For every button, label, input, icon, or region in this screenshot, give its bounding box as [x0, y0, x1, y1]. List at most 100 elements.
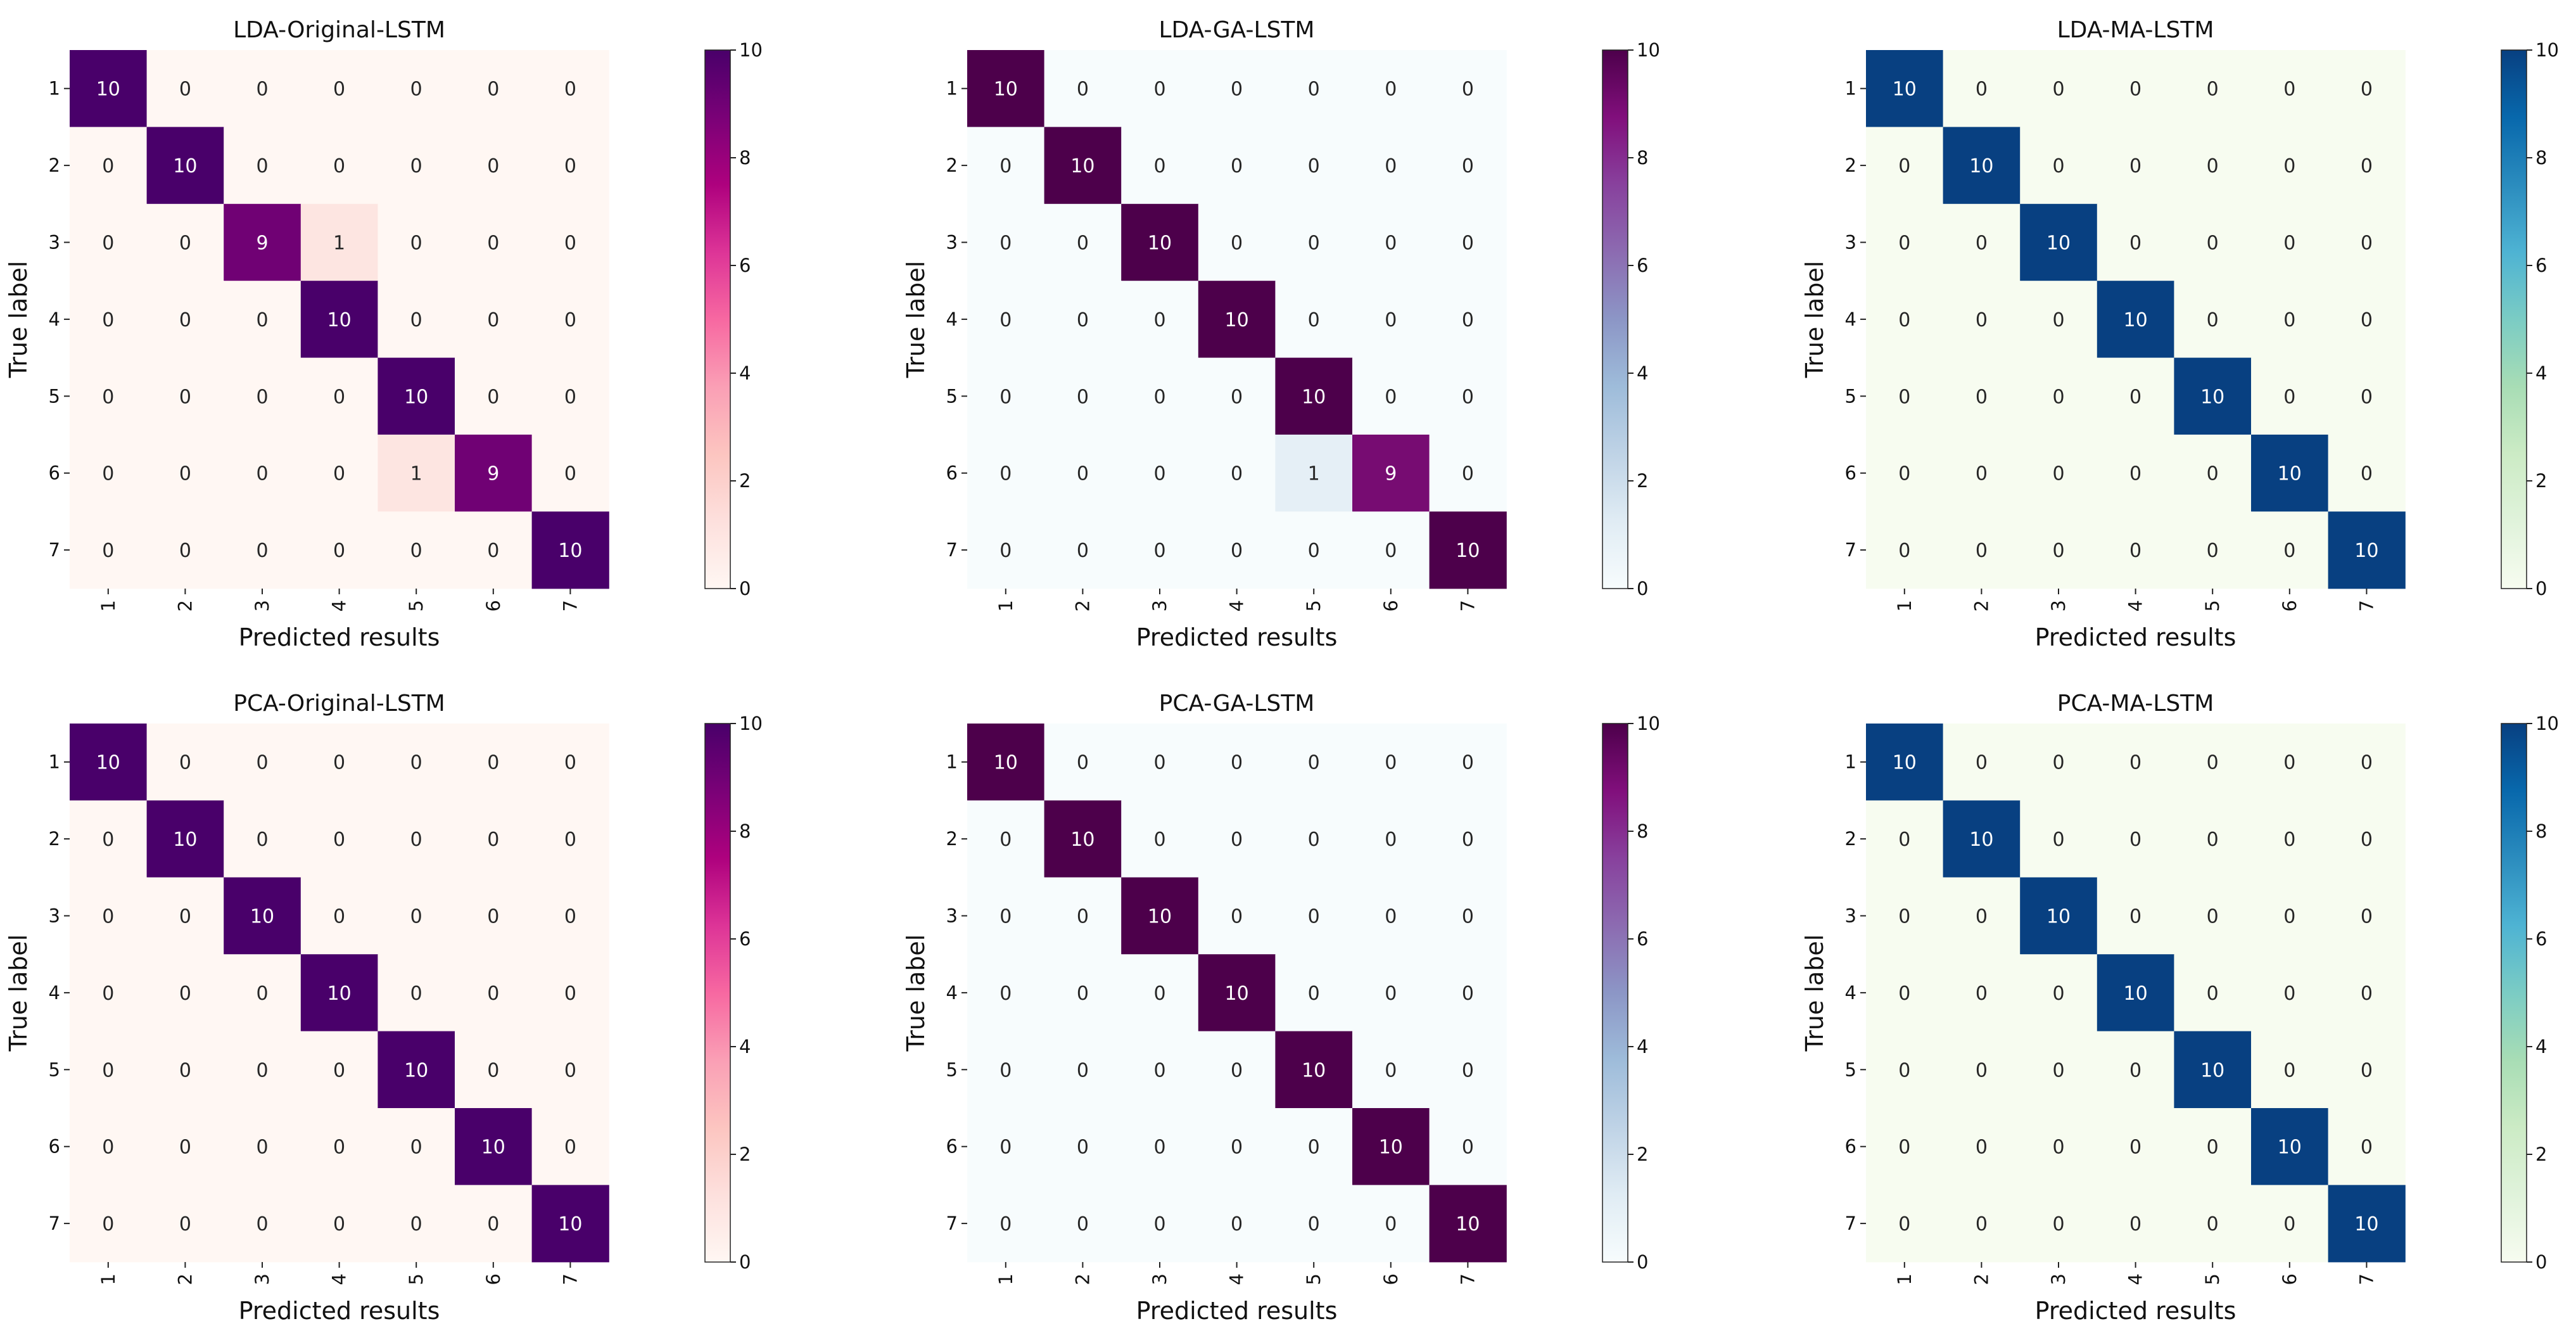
cell-value: 0	[179, 983, 191, 1005]
heatmap-cell	[455, 203, 533, 281]
x-tick-label: 7	[1457, 1273, 1478, 1285]
heatmap-cell	[455, 1185, 533, 1263]
cell-value: 0	[102, 540, 114, 562]
heatmap-cell	[378, 1185, 455, 1263]
cell-value: 10	[1148, 906, 1172, 928]
cell-value: 0	[1898, 309, 1910, 331]
heatmap-cell	[531, 50, 609, 127]
heatmap-cell	[1198, 724, 1276, 801]
cell-value: 10	[1893, 79, 1917, 101]
heatmap-cell	[1429, 511, 1507, 589]
cell-value: 0	[1385, 906, 1397, 928]
y-tick-label: 3	[946, 905, 958, 927]
panel-title: LDA-Original-LSTM	[233, 17, 445, 43]
cell-value: 0	[102, 463, 114, 485]
cell-value: 0	[1153, 463, 1165, 485]
colorbar-tick-label: 6	[739, 255, 751, 276]
heatmap-cell	[2020, 954, 2098, 1032]
heatmap-cell	[1352, 1031, 1430, 1109]
heatmap-cell	[1429, 954, 1507, 1032]
cell-value: 0	[1462, 386, 1474, 408]
cell-value: 0	[333, 386, 345, 408]
heatmap-cell	[2020, 281, 2098, 359]
heatmap-cell	[1943, 127, 2021, 205]
heatmap-cell	[1866, 1031, 1944, 1109]
cell-value: 0	[2361, 386, 2373, 408]
cell-value: 0	[256, 79, 268, 101]
heatmap-cell	[1121, 954, 1199, 1032]
panel-title: LDA-MA-LSTM	[2057, 17, 2214, 43]
cell-value: 0	[410, 309, 422, 331]
heatmap-cell	[378, 1108, 455, 1185]
colorbar-tick-label: 10	[739, 39, 763, 61]
heatmap-cell	[2020, 50, 2098, 127]
x-tick-label: 6	[2279, 600, 2300, 611]
cell-value: 0	[1231, 1137, 1243, 1159]
heatmap-cell	[1044, 1185, 1122, 1263]
cell-value: 10	[1225, 983, 1249, 1005]
heatmap-cell	[300, 1031, 378, 1109]
cell-value: 10	[1379, 1137, 1403, 1159]
heatmap-cell	[1352, 511, 1430, 589]
y-tick-label: 6	[1845, 462, 1856, 484]
heatmap-cell	[1198, 281, 1276, 359]
heatmap-cell	[455, 50, 533, 127]
heatmap-cell	[1429, 1108, 1507, 1185]
x-tick-label: 4	[1226, 600, 1248, 611]
cell-value: 0	[1976, 906, 1988, 928]
cell-value: 0	[2283, 233, 2295, 255]
heatmap-cell	[1429, 357, 1507, 435]
cell-value: 0	[1462, 233, 1474, 255]
cell-value: 0	[999, 386, 1012, 408]
heatmap-cell	[531, 1185, 609, 1263]
cell-value: 10	[1969, 829, 1993, 851]
x-tick-label: 5	[405, 1273, 427, 1285]
heatmap-cell	[1943, 1108, 2021, 1185]
heatmap-cell	[531, 127, 609, 205]
cell-value: 0	[2207, 1213, 2219, 1235]
y-tick-label: 4	[49, 982, 60, 1004]
cell-value: 0	[2283, 309, 2295, 331]
heatmap-cell	[378, 281, 455, 359]
heatmap-cell	[1275, 511, 1353, 589]
cell-value: 0	[256, 386, 268, 408]
cell-value: 0	[333, 1213, 345, 1235]
colorbar-tick-label: 10	[1637, 39, 1660, 61]
cell-value: 0	[2283, 1059, 2295, 1081]
cell-value: 0	[2361, 906, 2373, 928]
heatmap-cell	[2097, 281, 2174, 359]
colorbar-tick-label: 2	[2535, 1144, 2547, 1165]
heatmap-cell	[378, 203, 455, 281]
heatmap-cell	[2097, 954, 2174, 1032]
cell-value: 0	[102, 1137, 114, 1159]
cell-value: 0	[999, 233, 1012, 255]
cell-value: 0	[999, 155, 1012, 177]
x-tick-label: 3	[1149, 600, 1171, 611]
cell-value: 0	[2283, 1213, 2295, 1235]
heatmap-cell	[2328, 1185, 2406, 1263]
colorbar-tick-label: 4	[739, 1036, 751, 1057]
colorbar-tick-label: 8	[2535, 820, 2547, 842]
cell-value: 0	[487, 309, 499, 331]
heatmap-cell	[1198, 1108, 1276, 1185]
heatmap-cell	[2097, 724, 2174, 801]
cell-value: 0	[256, 463, 268, 485]
heatmap-cell	[300, 1185, 378, 1263]
heatmap-cell	[378, 954, 455, 1032]
heatmap-cell	[1198, 435, 1276, 512]
y-tick-label: 6	[1845, 1136, 1856, 1158]
heatmap-cell	[1943, 877, 2021, 955]
cell-value: 0	[179, 540, 191, 562]
heatmap-cell	[967, 800, 1045, 878]
cell-value: 0	[1385, 233, 1397, 255]
y-tick-label: 6	[49, 1136, 60, 1158]
y-tick-label: 3	[49, 232, 60, 253]
cell-value: 0	[1231, 155, 1243, 177]
cell-value: 0	[487, 906, 499, 928]
heatmap-cell	[378, 127, 455, 205]
heatmap-cell	[967, 954, 1045, 1032]
cell-value: 0	[410, 233, 422, 255]
heatmap-cell	[2328, 203, 2406, 281]
heatmap-cell	[1352, 203, 1430, 281]
